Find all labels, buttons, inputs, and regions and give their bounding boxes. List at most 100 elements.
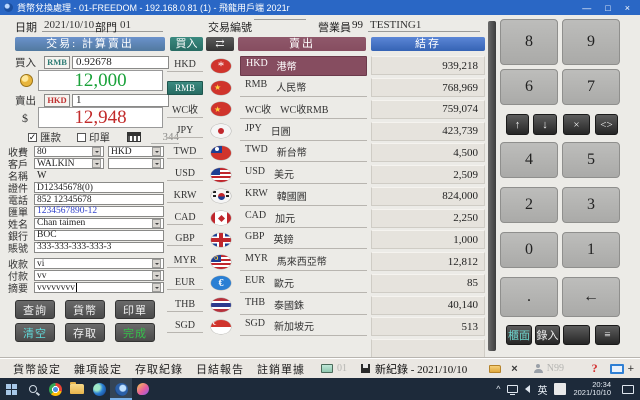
- keypad-4[interactable]: 4: [500, 142, 558, 178]
- sell-currency-TWD[interactable]: TWD 新台幣: [240, 142, 367, 164]
- swap-button[interactable]: ⇄: [206, 37, 234, 51]
- buy-currency-SGD[interactable]: SGD: [167, 316, 203, 338]
- sell-currency-WC收[interactable]: WC收 WC收RMB: [240, 99, 367, 121]
- sell-currency-GBP[interactable]: GBP 英鎊: [240, 229, 367, 251]
- close-button[interactable]: ×: [624, 2, 630, 13]
- keypad-0[interactable]: 0: [500, 232, 558, 268]
- sell-currency-CAD[interactable]: CAD 加元: [240, 207, 367, 229]
- volume-icon[interactable]: [525, 385, 531, 393]
- file-explorer-icon[interactable]: [66, 378, 88, 400]
- dropdown-arrow-icon[interactable]: [152, 159, 161, 169]
- ime-language-indicator[interactable]: 英: [537, 385, 548, 397]
- sell-currency-RMB[interactable]: RMB 人民幣: [240, 77, 367, 99]
- exchange-app-icon[interactable]: [110, 378, 132, 400]
- calculator-icon[interactable]: [127, 132, 141, 142]
- buy-currency-GBP[interactable]: GBP: [167, 229, 203, 251]
- sell-amount-display[interactable]: 12,948: [38, 107, 163, 128]
- buy-currency-RMB[interactable]: RMB: [167, 77, 203, 99]
- keypad-blank[interactable]: [563, 325, 590, 345]
- help-icon[interactable]: ?: [591, 361, 598, 375]
- menu-item-雜項設定[interactable]: 雜項設定: [74, 363, 122, 376]
- menu-item-貨幣設定[interactable]: 貨幣設定: [13, 363, 61, 376]
- field-select[interactable]: Chan taimen: [34, 217, 164, 229]
- buy-currency-KRW[interactable]: KRW: [167, 186, 203, 208]
- dropdown-arrow-icon[interactable]: [152, 271, 161, 281]
- keypad-8[interactable]: 8: [500, 19, 558, 65]
- keypad-<>[interactable]: <>: [595, 114, 618, 135]
- network-icon[interactable]: [507, 385, 519, 395]
- search-icon[interactable]: [22, 378, 44, 400]
- notification-center-icon[interactable]: [622, 384, 634, 394]
- sell-currency-EUR[interactable]: EUR 歐元: [240, 273, 367, 295]
- buy-currency-CAD[interactable]: CAD: [167, 207, 203, 229]
- start-button[interactable]: [0, 378, 22, 400]
- buy-currency-WC收[interactable]: WC收: [167, 99, 203, 121]
- keypad-5[interactable]: 5: [562, 142, 620, 178]
- keypad-≡[interactable]: ≡: [595, 325, 620, 345]
- buy-amount-display[interactable]: 12,000: [38, 70, 163, 91]
- field-select[interactable]: vvvvvvvv: [34, 282, 164, 294]
- dropdown-arrow-icon[interactable]: [152, 147, 161, 157]
- folder-icon[interactable]: [489, 364, 502, 373]
- sell-currency-THB[interactable]: THB 泰國銖: [240, 294, 367, 316]
- action-button-印單[interactable]: 印單: [115, 300, 155, 319]
- sell-currency-JPY[interactable]: JPY 日圓: [240, 120, 367, 142]
- menu-item-存取紀錄[interactable]: 存取紀錄: [135, 363, 183, 376]
- sell-rate-input[interactable]: 1: [72, 93, 169, 107]
- sell-currency-SGD[interactable]: SGD 新加坡元: [240, 316, 367, 338]
- paint-app-icon[interactable]: [132, 378, 154, 400]
- sell-column-header[interactable]: 賣出: [238, 37, 366, 51]
- buy-currency-HKD[interactable]: HKD: [167, 55, 203, 77]
- keypad-×[interactable]: ×: [563, 114, 590, 135]
- tray-expand-icon[interactable]: ^: [496, 384, 501, 394]
- clear-record-icon[interactable]: ×: [511, 362, 518, 375]
- sell-currency-KRW[interactable]: KRW 韓國圓: [240, 186, 367, 208]
- dropdown-arrow-icon[interactable]: [152, 283, 161, 293]
- keypad-←[interactable]: ←: [562, 277, 620, 317]
- menu-item-註銷單據[interactable]: 註銷單據: [257, 363, 305, 376]
- buy-currency-JPY[interactable]: JPY: [167, 120, 203, 142]
- minimize-button[interactable]: —: [582, 2, 592, 13]
- action-button-完成[interactable]: 完成: [115, 323, 155, 342]
- customer-sub-select[interactable]: [108, 158, 164, 170]
- display-icon[interactable]: [609, 363, 624, 374]
- field-input[interactable]: 333-333-333-333-3: [34, 241, 164, 253]
- keypad-1[interactable]: 1: [562, 232, 620, 268]
- buy-currency-TWD[interactable]: TWD: [167, 142, 203, 164]
- clock[interactable]: 20:34 2021/10/10: [573, 380, 611, 398]
- fee-currency-select[interactable]: HKD: [108, 146, 164, 158]
- keypad-櫃面[interactable]: 櫃面: [506, 325, 532, 345]
- keypad-6[interactable]: 6: [500, 69, 558, 105]
- sell-currency-USD[interactable]: USD 美元: [240, 164, 367, 186]
- buy-currency-EUR[interactable]: EUR: [167, 273, 203, 295]
- sell-currency-MYR[interactable]: MYR 馬來西亞幣: [240, 251, 367, 273]
- fee-input[interactable]: 80: [34, 146, 104, 158]
- keypad-9[interactable]: 9: [562, 19, 620, 65]
- customer-select[interactable]: WALKIN: [34, 158, 104, 170]
- chrome-icon[interactable]: [44, 378, 66, 400]
- dropdown-arrow-icon[interactable]: [152, 218, 161, 228]
- keypad-.[interactable]: .: [500, 277, 558, 317]
- ime-mode-icon[interactable]: [554, 383, 567, 395]
- maximize-button[interactable]: □: [605, 2, 611, 13]
- buy-currency-USD[interactable]: USD: [167, 164, 203, 186]
- keypad-錄入[interactable]: 錄入: [535, 325, 560, 345]
- action-button-清空[interactable]: 清空: [15, 323, 55, 342]
- field-select[interactable]: vi: [34, 258, 164, 270]
- print-checkbox[interactable]: [77, 132, 86, 142]
- keypad-7[interactable]: 7: [562, 69, 620, 105]
- keypad-2[interactable]: 2: [500, 187, 558, 223]
- buy-currency-MYR[interactable]: MYR: [167, 251, 203, 273]
- buy-currency-THB[interactable]: THB: [167, 294, 203, 316]
- action-button-貨幣[interactable]: 貨幣: [65, 300, 105, 319]
- menu-item-日結報告[interactable]: 日結報告: [196, 363, 244, 376]
- action-button-查詢[interactable]: 查詢: [15, 300, 55, 319]
- field-input[interactable]: BOC: [34, 229, 164, 241]
- keypad-3[interactable]: 3: [562, 187, 620, 223]
- buy-rate-input[interactable]: 0.92678: [72, 55, 169, 69]
- field-input[interactable]: D12345678(0): [34, 182, 164, 194]
- dropdown-arrow-icon[interactable]: [92, 159, 101, 169]
- edge-icon[interactable]: [88, 378, 110, 400]
- remit-checkbox[interactable]: ✓: [28, 131, 37, 142]
- dropdown-arrow-icon[interactable]: [92, 147, 101, 157]
